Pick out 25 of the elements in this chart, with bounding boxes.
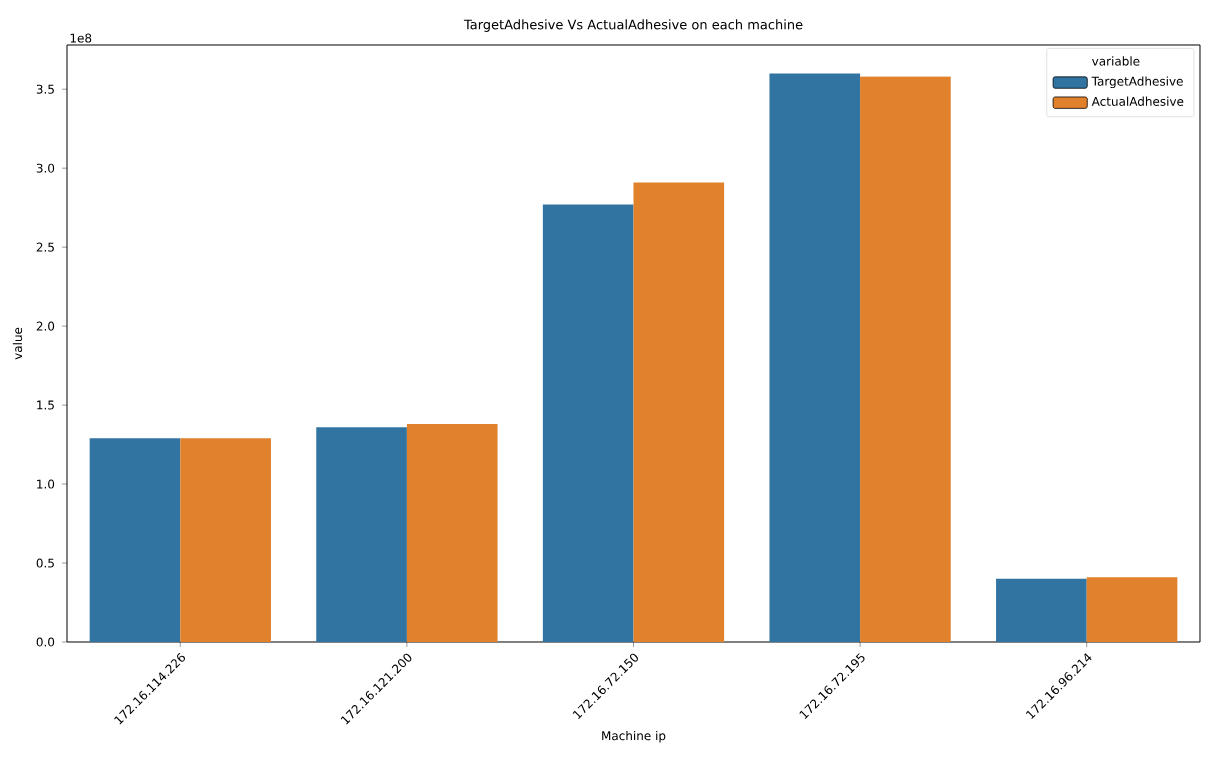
bar [406, 424, 498, 642]
legend-label: ActualAdhesive [1091, 96, 1184, 106]
bar [860, 76, 951, 642]
text: 1e8 [70, 33, 92, 43]
bar [1086, 577, 1178, 642]
bar [769, 73, 861, 642]
bar [316, 427, 407, 642]
y-tick-label: 0.5 [36, 558, 54, 568]
y-tick-label: 3.5 [36, 84, 54, 94]
bar [89, 438, 181, 642]
y-tick-label: 2.0 [36, 321, 55, 331]
y-tick-label: 1.0 [37, 479, 55, 489]
y-tick-label: 0.0 [36, 637, 55, 647]
y-axis-title: value [12, 327, 23, 360]
bar [180, 438, 271, 642]
legend-label: TargetAdhesive [1091, 76, 1183, 89]
y-tick-label: 2.5 [36, 242, 54, 252]
bar [996, 578, 1087, 642]
y-tick-label: 3.0 [36, 163, 55, 173]
chart-title: TargetAdhesive Vs ActualAdhesive on each machine [463, 19, 803, 32]
x-axis-title: Machine ip [602, 730, 666, 743]
y-tick-label: 1.5 [37, 400, 54, 410]
bar [633, 182, 725, 642]
bar [542, 204, 634, 642]
legend-title: variable [1092, 56, 1140, 66]
